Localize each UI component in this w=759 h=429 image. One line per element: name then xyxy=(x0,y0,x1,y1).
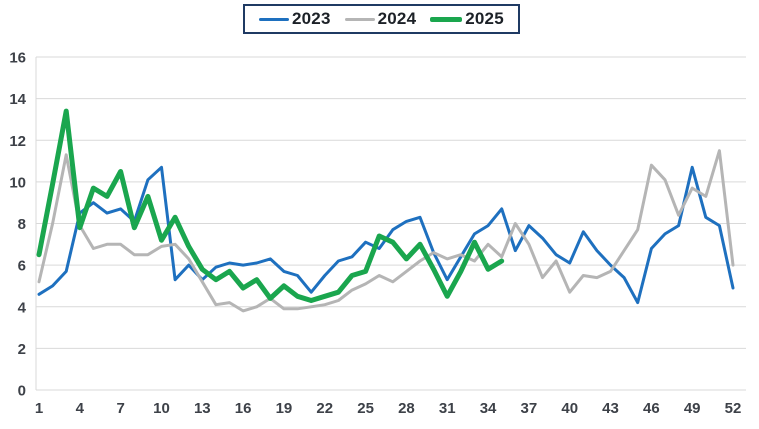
legend-line-swatch-2024 xyxy=(344,17,375,21)
y-tick-label: 16 xyxy=(9,50,26,67)
x-tick-label: 28 xyxy=(398,400,415,417)
x-tick-label: 19 xyxy=(276,400,293,417)
x-tick-label: 52 xyxy=(725,400,742,417)
y-tick-label: 8 xyxy=(18,216,26,233)
y-tick-label: 2 xyxy=(18,341,26,358)
x-tick-label: 7 xyxy=(116,400,124,417)
x-tick-label: 22 xyxy=(316,400,333,417)
x-tick-label: 43 xyxy=(602,400,619,417)
y-tick-label: 12 xyxy=(9,133,26,150)
legend-line-swatch-2023 xyxy=(259,17,289,21)
x-tick-label: 16 xyxy=(235,400,252,417)
x-tick-label: 46 xyxy=(643,400,660,417)
x-tick-label: 49 xyxy=(684,400,701,417)
x-axis-tick-labels: 1 4 7 10 13 16 19 22 25 28 31 34 37 40 43 46 49 52 xyxy=(35,400,742,417)
x-tick-label: 1 xyxy=(35,400,43,417)
series-line-2023 xyxy=(37,165,735,305)
legend-label-2023: 2023 xyxy=(292,9,331,28)
legend-item-2024[interactable]: 2024 xyxy=(344,9,417,29)
legend-item-2025[interactable]: 2025 xyxy=(430,9,504,29)
y-tick-label: 0 xyxy=(18,383,26,400)
x-tick-label: 40 xyxy=(561,400,578,417)
legend-label-2024: 2024 xyxy=(377,9,417,28)
x-tick-label: 34 xyxy=(480,400,497,417)
legend-item-2023[interactable]: 2023 xyxy=(259,9,331,29)
series-line-2025 xyxy=(36,108,505,303)
series-line-2024 xyxy=(37,149,735,313)
x-tick-label: 25 xyxy=(357,400,374,417)
y-tick-label: 10 xyxy=(9,174,26,191)
x-tick-label: 13 xyxy=(194,400,211,417)
y-tick-label: 14 xyxy=(9,91,26,108)
x-tick-label: 37 xyxy=(521,400,538,417)
y-tick-label: 6 xyxy=(18,258,26,275)
x-tick-label: 4 xyxy=(76,400,85,417)
legend: 2023 2024 2025 xyxy=(243,4,520,34)
x-tick-label: 31 xyxy=(439,400,456,417)
x-tick-label: 10 xyxy=(153,400,170,417)
y-tick-label: 4 xyxy=(18,299,27,316)
legend-label-2025: 2025 xyxy=(465,9,504,28)
y-axis-tick-labels: 0 2 4 6 8 10 12 14 16 xyxy=(9,50,26,400)
legend-line-swatch-2025 xyxy=(430,16,463,22)
